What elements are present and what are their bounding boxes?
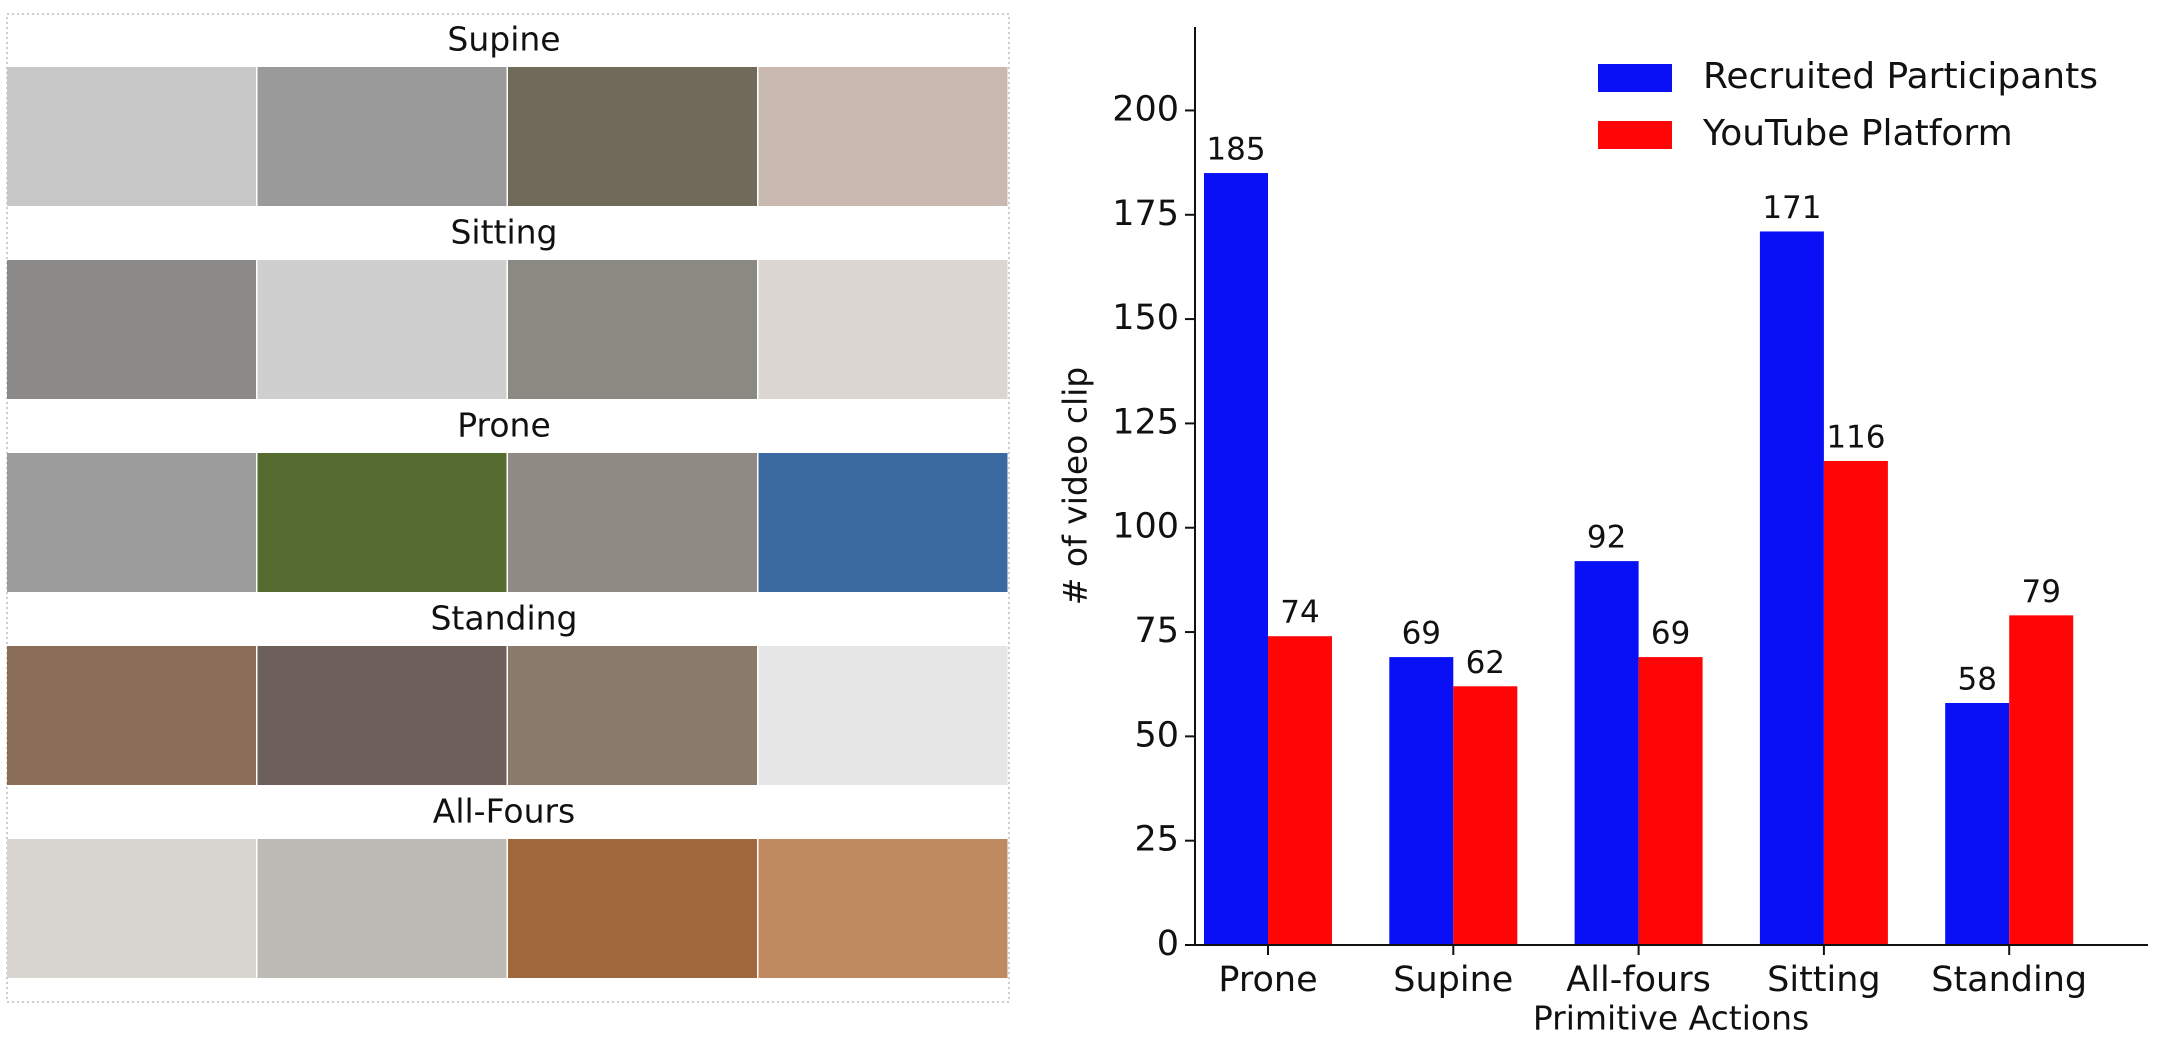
bar (1823, 460, 1888, 945)
value-label: 79 (2021, 574, 2060, 610)
y-axis-label: # of video clip (1056, 367, 1095, 606)
y-tick-label: 75 (1134, 611, 1179, 651)
value-label: 171 (1762, 190, 1821, 226)
photo (257, 453, 507, 592)
row-label: Supine (447, 20, 560, 59)
bar (2009, 615, 2074, 945)
bar-chart: 0 25 50 75 100 125 150 175 200 Prone 185 74 Supine 69… (1056, 27, 2148, 1038)
photo (508, 839, 757, 978)
legend-label: Recruited Participants (1703, 56, 2098, 97)
photo (758, 646, 1008, 785)
x-tick-label: Supine (1393, 960, 1513, 1000)
photo (508, 260, 757, 399)
value-label: 62 (1466, 645, 1505, 681)
y-tick-label: 125 (1112, 402, 1179, 442)
bar (1453, 686, 1518, 945)
legend-label: YouTube Platform (1702, 113, 2013, 154)
value-label: 69 (1402, 616, 1441, 652)
photo (257, 839, 507, 978)
photo (508, 453, 757, 592)
photo (257, 67, 507, 206)
y-tick-label: 50 (1134, 715, 1179, 755)
value-label: 69 (1651, 616, 1690, 652)
y-tick-label: 100 (1112, 507, 1179, 547)
photo (7, 646, 256, 785)
row-label: Sitting (450, 213, 557, 252)
value-label: 58 (1957, 661, 1996, 697)
photo (257, 260, 507, 399)
row-label: All-Fours (433, 792, 576, 831)
photo (7, 453, 256, 592)
bar (1759, 231, 1824, 946)
value-label: 185 (1206, 132, 1265, 168)
bar (1638, 657, 1703, 945)
x-tick-label: All-fours (1566, 960, 1711, 1000)
legend-swatch (1598, 64, 1672, 92)
bar (1268, 636, 1332, 945)
photo (508, 67, 757, 206)
photo (758, 67, 1008, 206)
row-label: Standing (430, 599, 577, 638)
row-label: Prone (457, 406, 551, 445)
x-tick-label: Prone (1218, 960, 1317, 1000)
x-tick-label: Sitting (1767, 960, 1881, 1000)
photo (7, 260, 256, 399)
y-tick-label: 175 (1112, 194, 1179, 234)
photo (7, 67, 256, 206)
legend-swatch (1598, 121, 1672, 149)
photo (7, 839, 256, 978)
image-grid: Supine Sitting Prone Standing All-Fours (7, 20, 1008, 978)
photo (758, 839, 1008, 978)
photo (758, 260, 1008, 399)
x-tick-label: Standing (1931, 960, 2087, 1000)
x-axis-label: Primitive Actions (1533, 999, 1809, 1038)
value-label: 92 (1587, 520, 1626, 556)
bar (1204, 173, 1268, 945)
photo (758, 453, 1008, 592)
bar (1945, 702, 2010, 945)
photo (508, 646, 757, 785)
y-tick-label: 25 (1134, 820, 1179, 860)
photo (257, 646, 507, 785)
value-label: 74 (1280, 595, 1319, 631)
value-label: 116 (1826, 419, 1885, 455)
bar (1574, 561, 1639, 945)
y-tick-label: 0 (1157, 924, 1179, 964)
bar (1389, 657, 1454, 945)
y-tick-label: 150 (1112, 298, 1179, 338)
y-tick-label: 200 (1112, 89, 1179, 129)
